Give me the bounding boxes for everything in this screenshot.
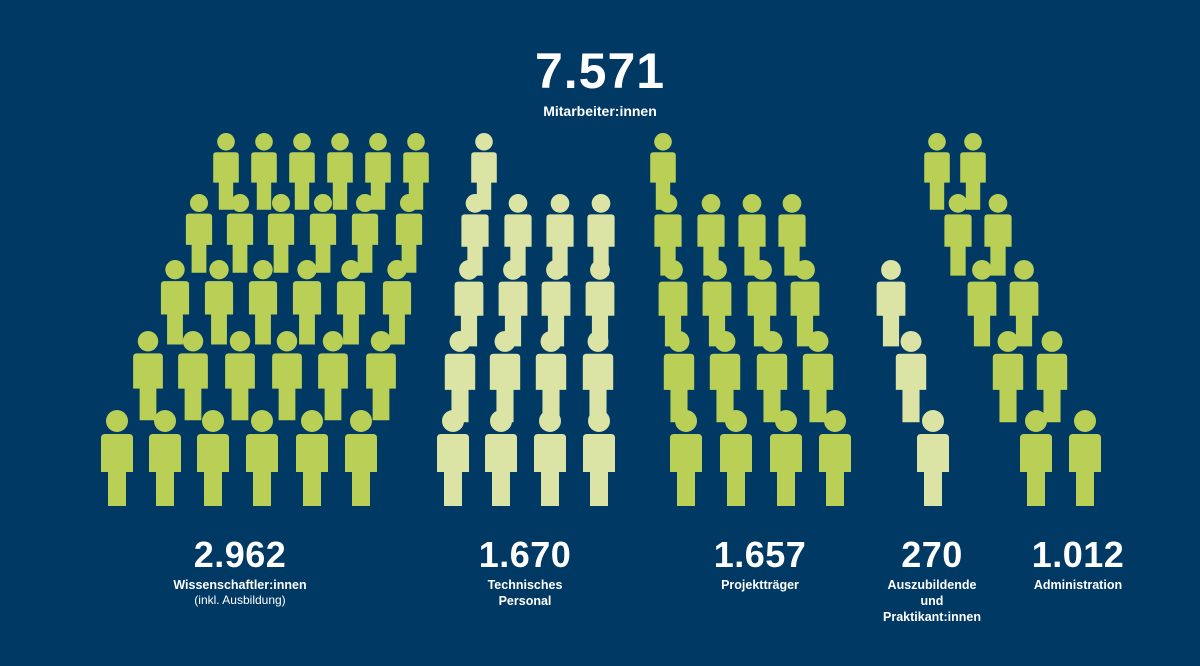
person-icon-wissenschaftler: [292, 260, 322, 345]
person-icon-projekttraeger: [778, 194, 806, 276]
person-icon-projekttraeger: [720, 410, 752, 506]
person-icon-wissenschaftler: [213, 133, 239, 210]
total-employees-value: 7.571: [534, 43, 666, 99]
pictogram-group-wissenschaftler: [101, 133, 429, 506]
person-icon-technisches-personal: [541, 260, 571, 347]
person-icon-technisches-personal: [585, 260, 615, 347]
person-icon-administration: [1009, 260, 1039, 347]
person-icon-technisches-personal: [546, 194, 574, 276]
person-icon-wissenschaftler: [178, 331, 208, 421]
person-icon-wissenschaftler: [133, 331, 163, 421]
pictogram-group-technisches-personal: [437, 133, 615, 506]
person-icon-wissenschaftler: [101, 410, 133, 506]
person-icon-administration: [967, 260, 997, 347]
person-icon-technisches-personal: [498, 260, 528, 347]
person-icon-wissenschaftler: [251, 133, 277, 210]
group-name-line-1: Technisches: [487, 578, 563, 592]
person-icon-wissenschaftler: [351, 194, 379, 273]
person-icon-technisches-personal: [534, 410, 566, 506]
person-icon-wissenschaftler: [246, 410, 278, 506]
person-icon-projekttraeger: [802, 331, 834, 423]
person-icon-wissenschaftler: [248, 260, 278, 345]
person-icon-wissenschaftler: [267, 194, 295, 273]
person-icon-projekttraeger: [790, 260, 820, 347]
person-icon-technisches-personal: [454, 260, 484, 347]
group-label-administration: 1.012 Administration: [958, 535, 1198, 593]
person-icon-projekttraeger: [770, 410, 802, 506]
person-icon-administration: [984, 194, 1012, 276]
group-value: 1.012: [1031, 534, 1125, 575]
group-name: Projektträger: [721, 578, 799, 592]
person-icon-projekttraeger: [658, 260, 688, 347]
person-icon-wissenschaftler: [366, 331, 396, 421]
group-name: Wissenschaftler:innen: [173, 578, 307, 592]
person-icon-wissenschaftler: [345, 410, 377, 506]
person-icon-wissenschaftler: [149, 410, 181, 506]
person-icon-auszubildende: [917, 410, 949, 506]
person-icon-administration: [1020, 410, 1052, 506]
group-label-projekttraeger: 1.657 Projektträger: [640, 535, 880, 593]
person-icon-technisches-personal: [444, 331, 476, 423]
pictogram-group-projekttraeger: [650, 133, 851, 506]
person-icon-wissenschaftler: [365, 133, 391, 210]
group-subtitle: (inkl. Ausbildung): [194, 593, 286, 607]
group-name-line-2: Personal: [498, 594, 552, 608]
person-icon-projekttraeger: [670, 410, 702, 506]
group-value: 2.962: [193, 534, 287, 575]
person-icon-wissenschaftler: [382, 260, 412, 345]
person-icon-wissenschaftler: [336, 260, 366, 345]
person-icon-wissenschaftler: [289, 133, 315, 210]
person-icon-auszubildende: [876, 260, 906, 347]
pictogram-group-auszubildende: [876, 260, 949, 506]
person-icon-technisches-personal: [489, 331, 521, 423]
group-label-technisches-personal: 1.670 Technisches Personal: [405, 535, 645, 609]
person-icon-technisches-personal: [583, 410, 615, 506]
group-name: Administration: [1033, 578, 1123, 592]
person-icon-projekttraeger: [819, 410, 851, 506]
person-icon-auszubildende: [895, 331, 927, 423]
person-icon-technisches-personal: [582, 331, 614, 423]
person-icon-wissenschaftler: [272, 331, 302, 421]
person-icon-wissenschaftler: [395, 194, 423, 273]
person-icon-wissenschaftler: [318, 331, 348, 421]
person-icon-technisches-personal: [437, 410, 469, 506]
person-icon-administration: [992, 331, 1024, 423]
person-icon-projekttraeger: [663, 331, 695, 423]
pictogram-group-administration: [924, 133, 1101, 506]
person-icon-wissenschaftler: [204, 260, 234, 345]
person-icon-wissenschaftler: [225, 331, 255, 421]
person-icon-administration: [924, 133, 950, 210]
group-name-line-1: Auszubildende: [887, 578, 977, 592]
person-icon-technisches-personal: [485, 410, 517, 506]
person-icon-administration: [960, 133, 986, 210]
total-employees-label: Mitarbeiter:innen: [543, 103, 657, 119]
person-icon-administration: [944, 194, 972, 276]
person-icon-wissenschaftler: [160, 260, 190, 345]
person-icon-wissenschaftler: [327, 133, 353, 210]
group-value: 1.657: [713, 534, 807, 575]
person-icon-technisches-personal: [535, 331, 567, 423]
group-name-line-3: Praktikant:innen: [883, 610, 981, 624]
person-icon-projekttraeger: [702, 260, 732, 347]
group-label-auszubildende: 270 Auszubildende und Praktikant:innen: [812, 535, 1052, 625]
person-icon-wissenschaftler: [296, 410, 328, 506]
person-icon-administration: [1036, 331, 1068, 423]
person-icon-projekttraeger: [747, 260, 777, 347]
person-icon-wissenschaftler: [309, 194, 337, 273]
person-icon-wissenschaftler: [197, 410, 229, 506]
group-value: 1.670: [478, 534, 572, 575]
person-icon-wissenschaftler: [226, 194, 254, 273]
group-label-wissenschaftler: 2.962 Wissenschaftler:innen (inkl. Ausbi…: [120, 535, 360, 608]
group-value: 270: [901, 534, 963, 575]
person-icon-technisches-personal: [587, 194, 615, 276]
person-icon-projekttraeger: [738, 194, 766, 276]
person-icon-projekttraeger: [709, 331, 741, 423]
person-icon-wissenschaftler: [185, 194, 213, 273]
person-icon-projekttraeger: [756, 331, 788, 423]
person-icon-administration: [1069, 410, 1101, 506]
group-name-line-2: und: [920, 594, 944, 608]
